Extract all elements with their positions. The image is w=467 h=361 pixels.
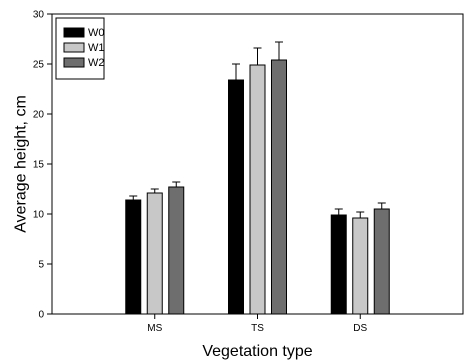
bar-w2-ds	[373, 208, 390, 315]
legend: W0 W1 W2	[55, 17, 105, 80]
bar-series-group	[125, 41, 390, 315]
legend-swatch	[63, 27, 85, 38]
x-axis-title: Vegetation type	[202, 343, 312, 360]
x-tick-label: MS	[147, 323, 162, 334]
bar-w2-ms	[168, 186, 185, 315]
x-tick-label: TS	[251, 323, 264, 334]
y-tick-label: 20	[33, 110, 45, 121]
x-tick-label: DS	[353, 323, 367, 334]
y-tick-label: 15	[33, 160, 45, 171]
x-axis: MS TS DS	[147, 314, 368, 334]
y-tick-label: 0	[38, 310, 44, 321]
legend-label: W1	[88, 42, 105, 54]
legend-label: W2	[88, 57, 105, 69]
bar-w0-ds	[330, 214, 347, 315]
legend-label: W0	[88, 27, 105, 39]
y-axis-title: Average height, cm	[13, 95, 30, 233]
y-tick-label: 25	[33, 60, 45, 71]
bar-w0-ts	[228, 79, 244, 315]
y-axis: 0 5 10 15 20 25 30	[33, 10, 52, 321]
y-tick-label: 10	[33, 210, 45, 221]
legend-swatch	[63, 57, 85, 68]
bar-w1-ms	[146, 192, 163, 315]
bar-w2-ts	[271, 59, 287, 315]
bar-w1-ds	[352, 217, 369, 315]
bar-w0-ms	[125, 199, 142, 315]
y-tick-label: 30	[33, 10, 45, 21]
y-tick-label: 5	[38, 260, 44, 271]
legend-swatch	[63, 42, 85, 53]
bar-w1-ts	[249, 64, 266, 315]
